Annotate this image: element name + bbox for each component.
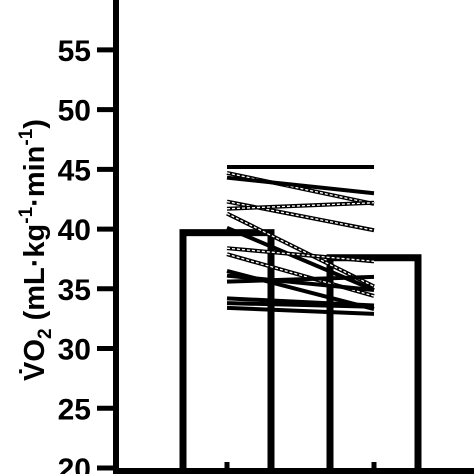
individual-line-dash-4 <box>226 202 375 210</box>
y-axis-title: V̇O2 (mL·kg-1·min-1) <box>16 119 56 381</box>
individual-line-dash-1 <box>226 172 375 205</box>
y-tick-label-2: 30 <box>58 334 91 367</box>
individual-line-11 <box>226 274 375 284</box>
individual-line-13 <box>226 301 375 309</box>
individual-lines <box>226 164 375 316</box>
y-tick-label-6: 50 <box>58 95 91 128</box>
y-axis-title-kg-exponent: -1 <box>16 206 37 223</box>
y-axis-title-unit-close: ) <box>19 119 51 129</box>
y-axis-title-symbol: V̇O <box>19 339 51 381</box>
y-tick-label-3: 35 <box>58 274 91 307</box>
x-axis <box>116 462 474 474</box>
individual-line-14 <box>226 305 375 316</box>
y-axis-title-subscript: 2 <box>35 328 56 339</box>
individual-line-dash-5 <box>226 212 375 287</box>
y-tick-label-5: 45 <box>58 154 91 187</box>
y-tick-label-0: 20 <box>58 453 91 474</box>
y-tick-label-1: 25 <box>58 393 91 426</box>
y-axis-title-unit-open: (mL·kg <box>19 224 51 329</box>
individual-line-dash-7 <box>226 247 375 262</box>
bars <box>179 229 422 474</box>
individual-line-10 <box>226 273 375 292</box>
y-axis: 20 25 30 35 40 45 50 55 <box>58 0 119 474</box>
bar-0 <box>179 229 275 474</box>
bar-1 <box>326 254 422 474</box>
individual-line-2 <box>226 175 375 196</box>
y-tick-label-7: 55 <box>58 35 91 68</box>
svg-text:V̇O2 (mL·kg-1·min-1): V̇O2 (mL·kg-1·min-1) <box>16 119 56 381</box>
y-tick-label-4: 40 <box>58 214 91 247</box>
y-axis-title-min-exponent: -1 <box>16 128 37 145</box>
y-axis-title-unit-mid: ·min <box>19 146 51 207</box>
